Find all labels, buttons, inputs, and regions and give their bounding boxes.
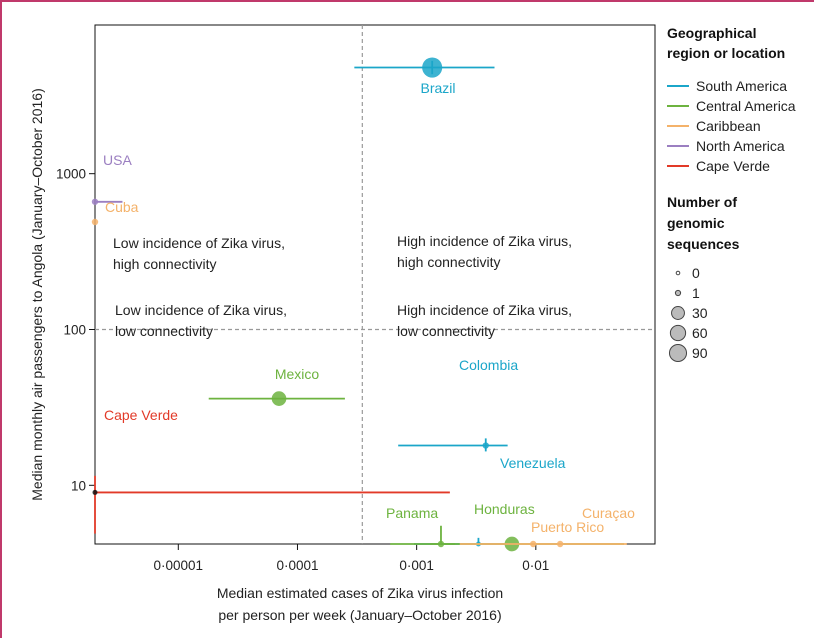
- point-marker: [271, 391, 287, 406]
- legend-color-title: Geographical: [667, 25, 756, 41]
- quadrant-label: Low incidence of Zika virus,: [115, 302, 287, 318]
- quadrant-label: Low incidence of Zika virus,: [113, 235, 285, 251]
- point-label: Panama: [386, 505, 438, 521]
- legend-size-label: 1: [692, 285, 700, 301]
- legend-size-marker: [668, 343, 688, 363]
- data-point-panama: Panama: [386, 505, 456, 548]
- point-label: Brazil: [420, 80, 455, 96]
- y-tick-label: 1000: [56, 167, 86, 182]
- data-point-cuba: Cuba: [91, 199, 139, 226]
- quadrant-label: low connectivity: [115, 323, 213, 339]
- y-axis-title: Median monthly air passengers to Angola …: [29, 88, 45, 500]
- data-point-curaçao: Curaçao: [459, 505, 635, 548]
- y-tick-label: 100: [63, 322, 86, 337]
- point-marker: [422, 57, 443, 78]
- legend-size-marker: [669, 324, 687, 342]
- point-marker: [91, 218, 99, 226]
- point-label: Puerto Rico: [531, 519, 604, 535]
- quadrant-label: high connectivity: [113, 256, 217, 272]
- x-tick-label: 0·001: [399, 558, 434, 573]
- legend-size-title: Number of: [667, 194, 737, 210]
- point-marker: [91, 198, 99, 205]
- data-point-mexico: Mexico: [208, 366, 345, 406]
- legend-color-title: region or location: [667, 45, 785, 61]
- legend-entry-label: North America: [696, 138, 785, 154]
- legend-size-marker: [674, 289, 682, 297]
- quadrant-label: High incidence of Zika virus,: [397, 233, 572, 249]
- data-point-colombia: Colombia: [398, 357, 518, 452]
- x-axis-title: per person per week (January–October 201…: [218, 607, 501, 623]
- data-point-brazil: Brazil: [354, 57, 495, 96]
- quadrant-label: low connectivity: [397, 323, 495, 339]
- point-label: Cuba: [105, 199, 139, 215]
- data-point-puerto-rico: Puerto Rico: [529, 519, 604, 548]
- point-label: Venezuela: [500, 455, 566, 471]
- legend-size-title: sequences: [667, 236, 740, 252]
- y-tick-label: 10: [71, 478, 86, 493]
- data-point-usa: USA: [91, 152, 132, 205]
- point-label: Colombia: [459, 357, 518, 373]
- legend-size-marker: [675, 270, 681, 276]
- data-point-cape-verde: Cape Verde: [92, 407, 450, 534]
- legend-size-marker: [671, 306, 685, 320]
- legend-entry-label: South America: [696, 78, 787, 94]
- legend-entry-label: Cape Verde: [696, 158, 770, 174]
- point-marker: [556, 540, 564, 548]
- point-label: USA: [103, 152, 132, 168]
- quadrant-label: High incidence of Zika virus,: [397, 302, 572, 318]
- point-label: Cape Verde: [104, 407, 178, 423]
- legend-entry-label: Central America: [696, 98, 796, 114]
- x-tick-label: 0·00001: [154, 558, 204, 573]
- legend-size-label: 90: [692, 345, 708, 361]
- point-marker: [92, 489, 98, 495]
- point-label: Curaçao: [582, 505, 635, 521]
- legend-size-label: 60: [692, 325, 708, 341]
- point-label: Mexico: [275, 366, 320, 382]
- frame-top-rule: [0, 0, 814, 2]
- point-marker: [482, 442, 489, 449]
- frame-left-rule: [0, 0, 2, 638]
- legend-entry-label: Caribbean: [696, 118, 761, 134]
- legend-size-title: genomic: [667, 215, 725, 231]
- x-tick-label: 0·0001: [276, 558, 318, 573]
- legend-size-label: 0: [692, 265, 700, 281]
- x-axis-title: Median estimated cases of Zika virus inf…: [217, 585, 503, 601]
- quadrant-label: high connectivity: [397, 254, 501, 270]
- plot-area: [94, 24, 656, 545]
- x-tick-label: 0·01: [522, 558, 549, 573]
- point-label: Honduras: [474, 501, 535, 517]
- legend-size-label: 30: [692, 305, 708, 321]
